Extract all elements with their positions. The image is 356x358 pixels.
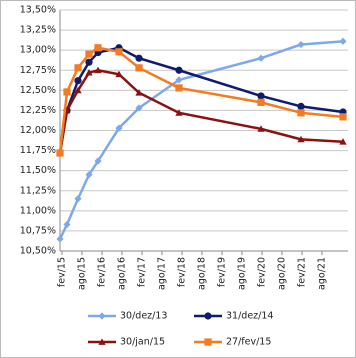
y-tick-label: 10,50%: [20, 246, 56, 257]
marker: [115, 48, 123, 56]
marker: [115, 124, 123, 132]
y-tick-label: 12,00%: [20, 125, 56, 136]
marker: [94, 66, 102, 74]
marker: [257, 54, 265, 62]
marker: [74, 195, 82, 203]
marker: [339, 37, 347, 45]
marker: [85, 58, 93, 66]
marker: [74, 86, 82, 94]
marker: [175, 76, 183, 84]
marker: [135, 104, 143, 112]
x-tick-label: fev/18: [177, 257, 188, 287]
marker: [56, 235, 64, 243]
x-tick-label: ago/20: [277, 257, 288, 290]
y-tick-label: 11,50%: [20, 165, 56, 176]
x-tick-label: ago/15: [77, 257, 88, 290]
legend-label: 30/jan/15: [120, 337, 165, 348]
x-tick-label: fev/15: [57, 257, 68, 287]
marker: [85, 171, 93, 179]
marker: [74, 77, 82, 85]
y-tick-label: 12,50%: [20, 85, 56, 96]
marker: [175, 84, 183, 92]
marker: [339, 113, 347, 121]
marker: [135, 89, 143, 96]
marker: [135, 54, 143, 62]
y-tick-label: 12,25%: [20, 105, 56, 116]
marker: [257, 125, 265, 132]
y-tick-label: 13,50%: [20, 5, 56, 16]
y-tick-label: 11,75%: [20, 145, 56, 156]
marker: [297, 109, 305, 117]
marker: [85, 69, 93, 76]
x-tick-label: ago/21: [317, 257, 328, 290]
marker: [257, 92, 265, 100]
marker: [175, 66, 183, 74]
marker: [63, 88, 71, 96]
y-tick-label: 13,25%: [20, 25, 56, 36]
x-tick-label: fev/17: [137, 257, 148, 287]
marker: [85, 50, 93, 58]
y-tick-label: 10,75%: [20, 225, 56, 236]
marker: [63, 220, 71, 229]
marker: [204, 338, 212, 346]
x-tick-label: fev/21: [297, 257, 308, 287]
x-tick-label: ago/16: [117, 257, 128, 290]
x-tick-label: fev/16: [97, 257, 108, 287]
marker: [56, 149, 64, 157]
x-tick-label: fev/20: [257, 257, 268, 287]
marker: [204, 312, 212, 320]
marker: [98, 338, 106, 345]
marker: [175, 109, 183, 116]
marker: [115, 70, 123, 78]
marker: [297, 40, 305, 49]
y-tick-label: 13,00%: [20, 45, 56, 56]
legend-label: 27/fev/15: [226, 337, 271, 348]
marker: [297, 135, 305, 143]
marker: [98, 312, 106, 320]
legend-label: 30/dez/13: [120, 311, 167, 322]
x-tick-label: ago/18: [197, 257, 208, 290]
marker: [74, 64, 82, 72]
marker: [135, 64, 143, 72]
marker: [297, 102, 305, 110]
legend-label: 31/dez/14: [226, 311, 273, 322]
x-tick-label: ago/19: [237, 257, 248, 290]
x-tick-label: fev/19: [217, 257, 228, 287]
marker: [94, 157, 102, 165]
marker: [94, 44, 102, 52]
y-tick-label: 11,25%: [20, 185, 56, 196]
y-tick-label: 11,00%: [20, 205, 56, 216]
y-tick-label: 12,75%: [20, 65, 56, 76]
x-tick-label: ago/17: [157, 257, 168, 290]
marker: [257, 98, 265, 106]
marker: [339, 138, 347, 145]
